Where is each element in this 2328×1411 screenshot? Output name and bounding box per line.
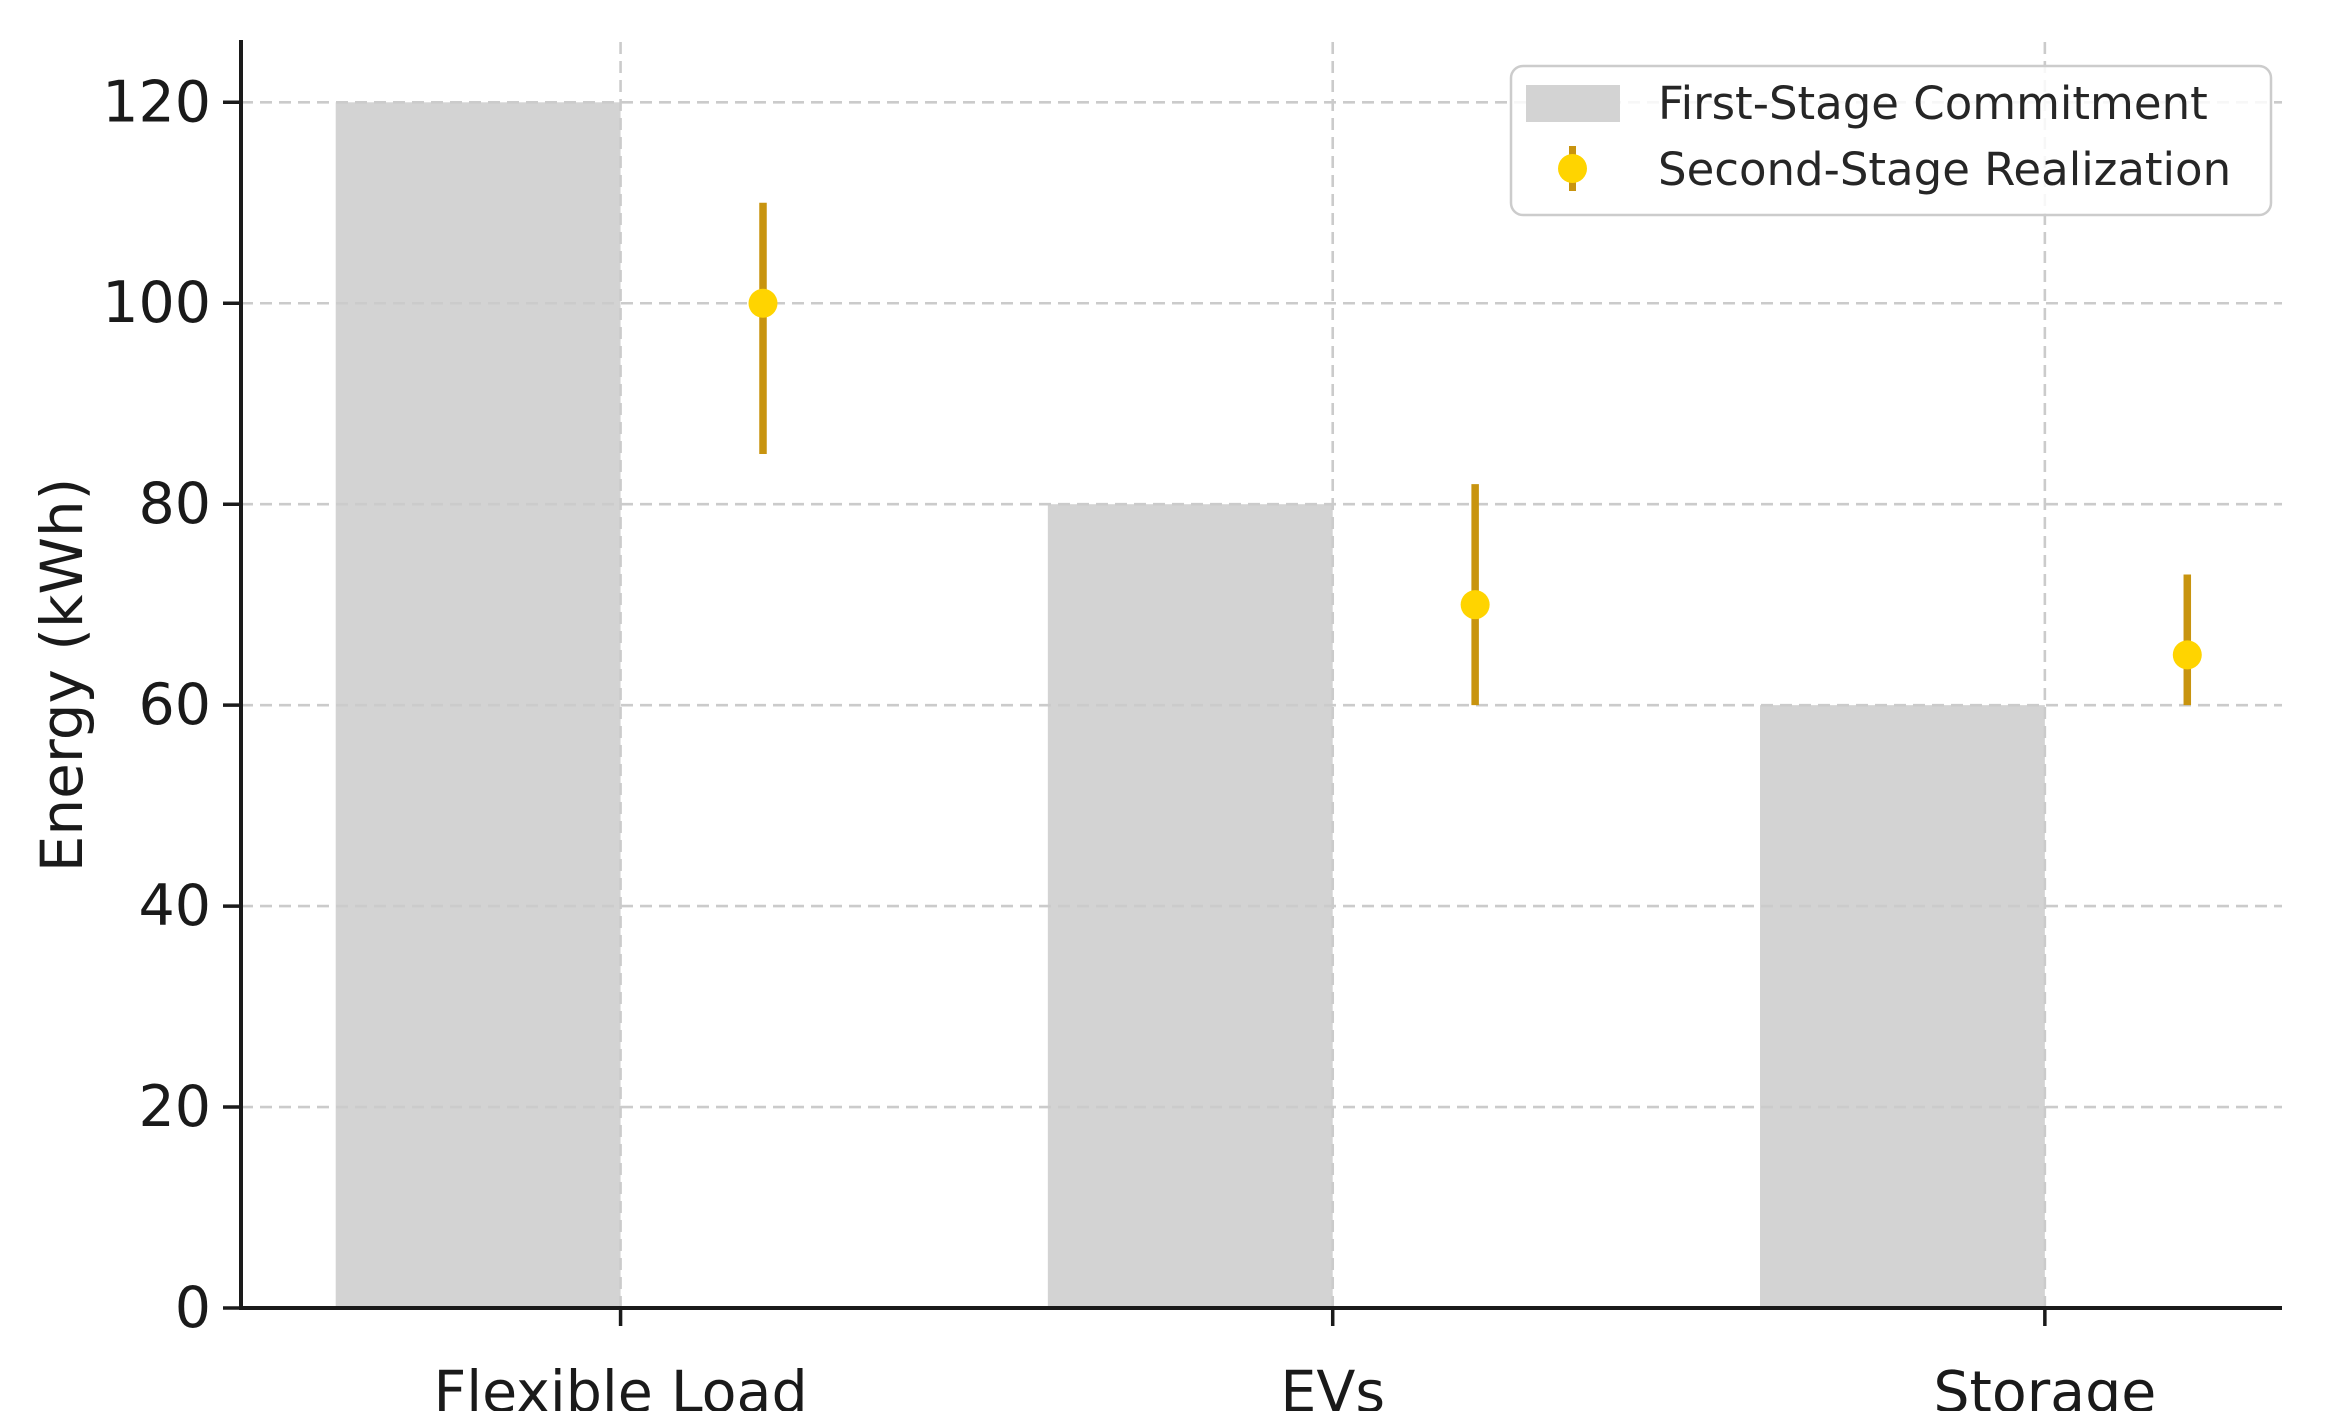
errorbar-marker-flexible-load: [748, 288, 778, 318]
x-tick-label-evs: EVs: [1280, 1360, 1385, 1411]
legend-label-first-stage-commitment: First-Stage Commitment: [1658, 77, 2208, 130]
errorbar-marker-storage: [2172, 640, 2202, 670]
x-tick-label-storage: Storage: [1933, 1360, 2156, 1411]
x-tick-label-flexible-load: Flexible Load: [433, 1360, 807, 1411]
y-tick-label-80: 80: [138, 471, 211, 537]
bar-evs: [1047, 504, 1333, 1308]
legend-box: [1509, 64, 2273, 217]
x-ticks-group: Flexible Load EVs Storage: [433, 1308, 2156, 1411]
legend-errorbar-glyph: [1558, 146, 1587, 191]
bar-storage: [1759, 705, 2045, 1308]
y-tick-label-0: 0: [175, 1275, 211, 1341]
y-axis-title: Energy (kWh): [28, 478, 96, 872]
errorbar-marker-evs: [1460, 590, 1490, 620]
y-tick-label-60: 60: [138, 672, 211, 738]
y-ticks-group: 0 20 40 60 80 100 120: [102, 69, 241, 1341]
legend-swatch-first-stage-commitment: [1526, 85, 1620, 122]
legend-label-second-stage-realization: Second-Stage Realization: [1658, 143, 2231, 196]
legend-errorbar-marker-icon: [1558, 154, 1587, 183]
legend: First-Stage Commitment Second-Stage Real…: [1509, 64, 2273, 217]
y-tick-label-100: 100: [102, 270, 211, 336]
y-tick-label-40: 40: [138, 873, 211, 939]
y-tick-label-20: 20: [138, 1074, 211, 1140]
y-tick-label-120: 120: [102, 69, 211, 135]
errorbars-group: [748, 202, 2202, 706]
